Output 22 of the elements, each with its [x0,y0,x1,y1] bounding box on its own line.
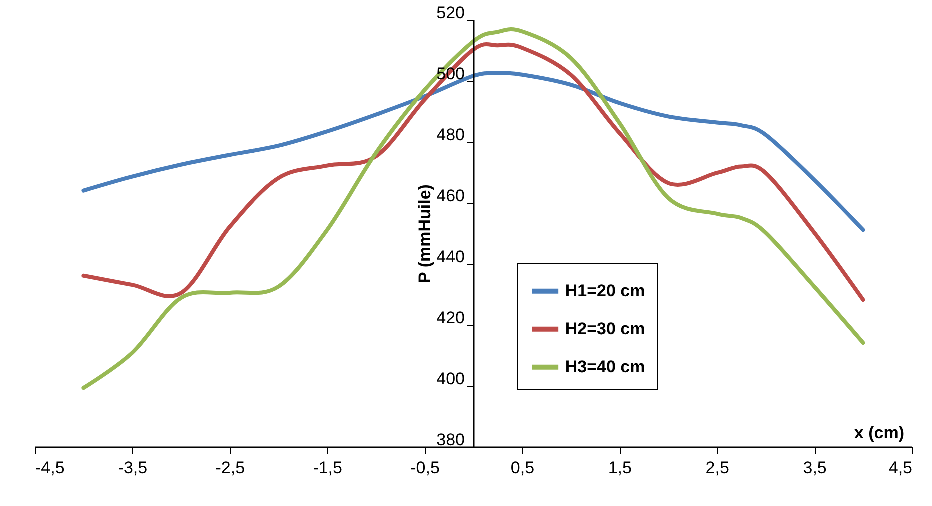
x-tick-label: 4,5 [888,458,912,478]
x-tick-label: -2,5 [216,458,246,478]
legend-label: H3=40 cm [565,357,646,376]
x-tick-label: 2,5 [706,458,730,478]
y-tick-label: 460 [436,186,465,206]
x-axis-title: x (cm) [854,424,904,442]
x-tick-label: 0,5 [510,458,535,478]
y-axis-title: P (mmHuile) [416,184,435,284]
y-tick-label: 400 [436,370,465,388]
x-tick-label: 1,5 [608,458,632,478]
legend-label: H2=30 cm [565,319,646,338]
x-tick-label: -4,5 [36,458,65,478]
y-tick-label: 420 [436,308,465,328]
y-tick-label: 440 [436,248,465,266]
x-tick-label: 3,5 [803,458,827,478]
y-tick-label: 520 [436,4,465,22]
y-tick-label: 480 [436,126,465,144]
y-tick-label: 380 [436,430,465,450]
x-tick-label: -1,5 [313,458,342,478]
x-tick-label: -3,5 [118,458,148,478]
x-tick-label: -0,5 [410,458,440,478]
legend-label: H1=20 cm [565,281,646,300]
